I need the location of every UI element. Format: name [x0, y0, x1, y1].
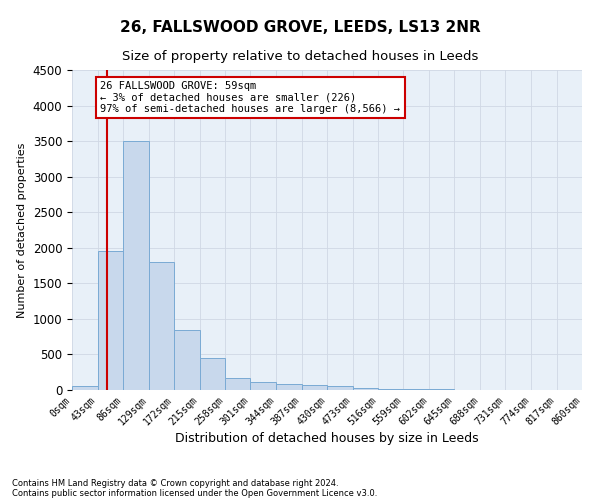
Text: Contains HM Land Registry data © Crown copyright and database right 2024.: Contains HM Land Registry data © Crown c…: [12, 478, 338, 488]
Text: Size of property relative to detached houses in Leeds: Size of property relative to detached ho…: [122, 50, 478, 63]
Bar: [353, 388, 378, 390]
Text: 26 FALLSWOOD GROVE: 59sqm
← 3% of detached houses are smaller (226)
97% of semi-: 26 FALLSWOOD GROVE: 59sqm ← 3% of detach…: [100, 80, 400, 114]
Y-axis label: Number of detached properties: Number of detached properties: [17, 142, 27, 318]
Bar: [174, 330, 199, 390]
Bar: [302, 386, 327, 390]
Bar: [97, 252, 123, 390]
Bar: [199, 358, 225, 390]
Text: Contains public sector information licensed under the Open Government Licence v3: Contains public sector information licen…: [12, 488, 377, 498]
X-axis label: Distribution of detached houses by size in Leeds: Distribution of detached houses by size …: [175, 432, 479, 446]
Bar: [225, 378, 251, 390]
Text: 26, FALLSWOOD GROVE, LEEDS, LS13 2NR: 26, FALLSWOOD GROVE, LEEDS, LS13 2NR: [119, 20, 481, 35]
Bar: [149, 262, 174, 390]
Bar: [72, 386, 97, 390]
Bar: [327, 386, 353, 390]
Bar: [251, 382, 276, 390]
Bar: [276, 384, 302, 390]
Bar: [123, 141, 149, 390]
Bar: [378, 389, 403, 390]
